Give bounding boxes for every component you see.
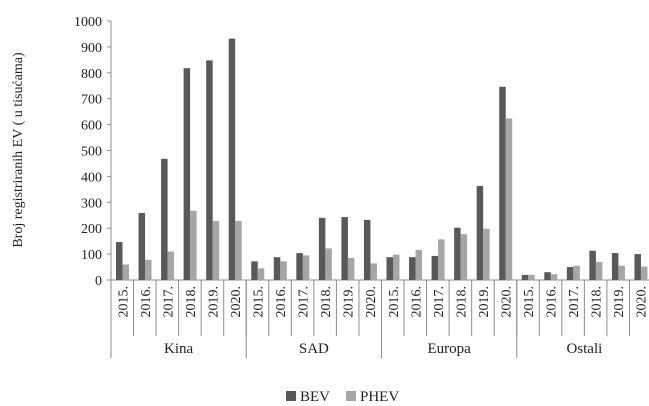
bar-phev bbox=[325, 248, 332, 280]
bar-phev bbox=[145, 259, 152, 280]
bar-phev bbox=[280, 261, 287, 280]
bar-phev bbox=[302, 255, 310, 280]
y-tick-label: 200 bbox=[81, 222, 102, 237]
x-tick-label: 2017. bbox=[432, 286, 447, 318]
y-tick-label: 700 bbox=[81, 93, 102, 108]
x-tick-label: 2018. bbox=[184, 286, 199, 318]
bar-bev bbox=[386, 257, 393, 280]
bar-bev bbox=[634, 254, 641, 280]
bar-phev bbox=[618, 265, 625, 280]
y-tick-label: 900 bbox=[81, 41, 102, 56]
bar-bev bbox=[544, 272, 551, 280]
x-tick-label: 2015. bbox=[252, 286, 267, 318]
bar-bev bbox=[206, 60, 213, 281]
bar-bev bbox=[116, 241, 123, 280]
x-tick-label: 2016. bbox=[409, 286, 424, 318]
bar-phev bbox=[505, 118, 513, 280]
group-label: Kina bbox=[164, 341, 194, 357]
bar-bev bbox=[589, 250, 596, 280]
bar-phev bbox=[235, 220, 242, 280]
y-tick-label: 0 bbox=[95, 274, 102, 289]
bar-phev bbox=[212, 220, 220, 280]
bar-bev bbox=[499, 86, 506, 280]
x-tick-label: 2019. bbox=[206, 286, 221, 318]
x-tick-label: 2019. bbox=[342, 286, 357, 318]
x-tick-label: 2020. bbox=[364, 286, 379, 318]
bar-phev bbox=[190, 210, 197, 280]
bar-bev bbox=[431, 255, 439, 280]
x-tick-label: 2017. bbox=[161, 286, 176, 318]
bar-phev bbox=[122, 264, 129, 280]
bar-phev bbox=[460, 234, 468, 280]
bar-phev bbox=[167, 251, 175, 280]
x-tick-label: 2018. bbox=[590, 286, 605, 318]
legend: BEV PHEV bbox=[286, 389, 399, 405]
group-label: Europa bbox=[427, 341, 471, 357]
bar-bev bbox=[363, 219, 371, 280]
bar-bev bbox=[409, 257, 416, 280]
x-tick-label: 2017. bbox=[297, 286, 312, 318]
legend-swatch-phev bbox=[346, 391, 356, 401]
y-tick-label: 400 bbox=[81, 170, 102, 185]
bar-bev bbox=[476, 185, 484, 280]
x-tick-label: 2018. bbox=[454, 286, 469, 318]
bar-bev bbox=[228, 38, 236, 280]
bar-phev bbox=[393, 254, 400, 280]
y-tick-label: 1000 bbox=[74, 15, 102, 30]
bar-bev bbox=[454, 227, 461, 280]
bar-phev bbox=[573, 265, 580, 280]
legend-label-phev: PHEV bbox=[360, 389, 399, 405]
x-tick-label: 2020. bbox=[229, 286, 244, 318]
bar-phev bbox=[370, 263, 377, 280]
bar-bev bbox=[318, 217, 326, 280]
bar-phev bbox=[438, 239, 445, 280]
x-tick-label: 2019. bbox=[612, 286, 627, 318]
bar-phev bbox=[347, 257, 355, 280]
x-tick-label: 2018. bbox=[319, 286, 334, 318]
y-axis-label: Broj registriranih EV ( u tisućama) bbox=[11, 52, 26, 248]
bar-phev bbox=[595, 261, 603, 280]
legend-label-bev: BEV bbox=[300, 389, 330, 405]
x-tick-label: 2016. bbox=[139, 286, 154, 318]
bar-phev bbox=[528, 274, 535, 280]
y-tick-label: 300 bbox=[81, 196, 102, 211]
y-tick-label: 800 bbox=[81, 67, 102, 82]
x-tick-label: 2020. bbox=[635, 286, 649, 318]
bar-bev bbox=[521, 274, 529, 280]
x-tick-label: 2017. bbox=[567, 286, 582, 318]
bar-bev bbox=[251, 261, 258, 280]
x-tick-label: 2019. bbox=[477, 286, 492, 318]
bar-phev bbox=[415, 249, 423, 280]
group-label: SAD bbox=[299, 341, 329, 357]
x-tick-label: 2020. bbox=[499, 286, 514, 318]
bar-bev bbox=[183, 68, 191, 280]
bar-bev bbox=[611, 253, 619, 280]
bar-phev bbox=[550, 274, 558, 280]
bar-bev bbox=[341, 217, 348, 280]
x-tick-label: 2016. bbox=[545, 286, 560, 318]
bar-bev bbox=[273, 257, 281, 280]
x-tick-label: 2015. bbox=[387, 286, 402, 318]
group-label: Ostali bbox=[566, 341, 602, 357]
bar-bev bbox=[566, 267, 574, 280]
bar-phev bbox=[483, 228, 490, 280]
bar-bev bbox=[296, 253, 303, 280]
x-tick-label: 2015. bbox=[522, 286, 537, 318]
y-tick-label: 600 bbox=[81, 119, 102, 134]
x-tick-label: 2015. bbox=[116, 286, 131, 318]
plot-area: 0 100 200 300 400 500 600 700 800 900 1000 2015. 201… bbox=[74, 15, 649, 358]
y-tick-label: 500 bbox=[81, 145, 102, 160]
legend-swatch-bev bbox=[286, 391, 296, 401]
bar-phev bbox=[257, 268, 265, 280]
y-tick-label: 100 bbox=[81, 248, 102, 263]
bar-bev bbox=[161, 158, 168, 280]
x-tick-label: 2016. bbox=[274, 286, 289, 318]
bar-bev bbox=[138, 212, 146, 280]
bar-phev bbox=[640, 266, 648, 280]
